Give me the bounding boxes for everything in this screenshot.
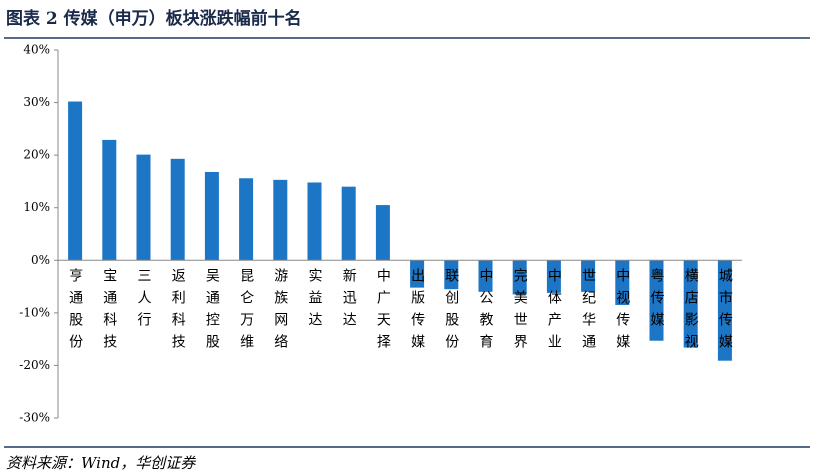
y-tick-label: 40% [23,43,50,57]
x-tick-label: 新迅达 [341,268,357,334]
bar [444,260,459,290]
y-tick-label: 10% [23,200,50,214]
x-tick-label: 返利科技 [170,268,186,356]
x-tick-label: 昆仑万维 [238,268,254,356]
x-tick-label: 吴通控股 [204,268,220,356]
x-tick-label: 中体产业 [546,268,562,356]
x-tick-label: 联创股份 [443,268,459,356]
bar [239,178,254,261]
bar [478,260,493,292]
bar [581,260,596,292]
bar [683,260,698,348]
bar [615,260,630,305]
y-tick-label: 0% [31,253,50,267]
x-tick-label: 出版传媒 [409,268,425,356]
bar [649,260,664,341]
y-tick-label: 30% [23,95,50,109]
x-tick-label: 中广天择 [375,268,391,356]
bar [375,205,390,261]
x-tick-label: 城市传媒 [717,268,733,356]
x-tick-label: 横店影视 [683,268,699,356]
y-tick-label: 20% [23,148,50,162]
y-tick-label: -30% [19,411,50,425]
bar [410,260,425,288]
bar [273,179,288,261]
bar [717,260,732,361]
bar [512,260,527,295]
x-tick-label: 中公教育 [478,268,494,356]
x-tick-label: 亨通股份 [67,268,83,357]
x-tick-label: 完美世界 [512,268,528,356]
y-tick-label: -10% [19,305,50,319]
x-tick-label: 三人行 [136,268,152,334]
chart-title: 图表 2 传媒（申万）板块涨跌幅前十名 [6,8,302,29]
bar [102,139,117,261]
x-tick-label: 实益达 [307,268,323,334]
bar [68,101,83,261]
source-note: 资料来源：Wind，华创证券 [6,454,196,472]
bar [136,154,151,261]
bar [307,182,322,261]
bar [341,186,356,261]
x-tick-label: 世纪华通 [580,268,596,356]
x-tick-label: 中视传媒 [614,268,630,356]
x-tick-label: 游族网络 [272,268,288,356]
x-tick-label: 宝通科技 [101,268,117,356]
bar [170,158,185,261]
y-tick-label: -20% [19,358,50,372]
x-tick-label: 粤传媒 [649,268,665,334]
bar [546,260,561,293]
bar [204,171,219,261]
